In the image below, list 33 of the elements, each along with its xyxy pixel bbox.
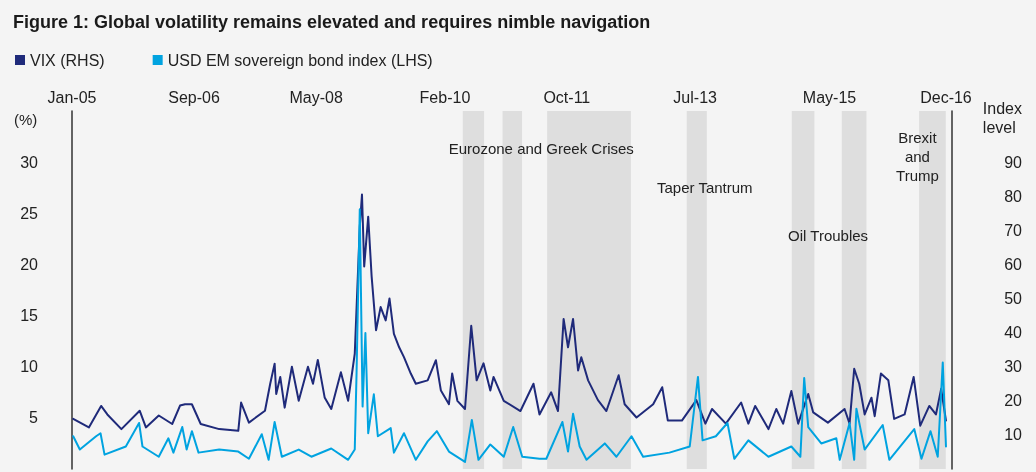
x-tick-label: Jan-05 — [47, 88, 97, 106]
y2-tick-label: 90 — [1004, 153, 1023, 171]
x-tick-label: May-08 — [289, 88, 343, 106]
y2-tick-label: 20 — [1004, 392, 1023, 410]
y2-tick-label: 10 — [1004, 426, 1023, 444]
legend-label: VIX (RHS) — [30, 51, 105, 69]
y2-tick-label: 70 — [1004, 221, 1023, 239]
line-series — [72, 208, 947, 463]
y-axis-title: (%) — [14, 111, 38, 128]
band-label: Oil Troubles — [788, 227, 869, 244]
y2-tick-label: 50 — [1004, 290, 1023, 308]
x-tick-label: Feb-10 — [419, 88, 471, 106]
x-tick-label: Oct-11 — [543, 88, 591, 106]
x-tick-label: May-15 — [802, 88, 857, 106]
band-label: Eurozone and Greek Crises — [448, 140, 634, 157]
x-tick-label: Jul-13 — [673, 88, 718, 106]
band-label: Taper Tantrum — [656, 179, 753, 196]
legend-label: USD EM sovereign bond index (LHS) — [167, 51, 433, 69]
y-tick-label: 5 — [29, 409, 39, 427]
band-label: Brexit and Trump — [896, 129, 939, 184]
y-tick-label: 20 — [20, 255, 39, 273]
y2-tick-label: 60 — [1004, 255, 1023, 273]
x-tick-label: Sep-06 — [168, 88, 220, 106]
y2-tick-label: 40 — [1004, 324, 1023, 342]
y2-axis-title: Index level — [982, 100, 1022, 136]
y-tick-label: 30 — [20, 153, 39, 171]
chart-title: Figure 1: Global volatility remains elevated and requires nimble navigation — [13, 12, 651, 32]
y-tick-label: 10 — [20, 358, 39, 376]
y2-tick-label: 80 — [1004, 187, 1023, 205]
y-tick-label: 25 — [20, 204, 39, 222]
x-tick-label: Dec-16 — [920, 88, 972, 106]
y2-tick-label: 30 — [1004, 358, 1023, 376]
y-tick-label: 15 — [20, 307, 39, 325]
